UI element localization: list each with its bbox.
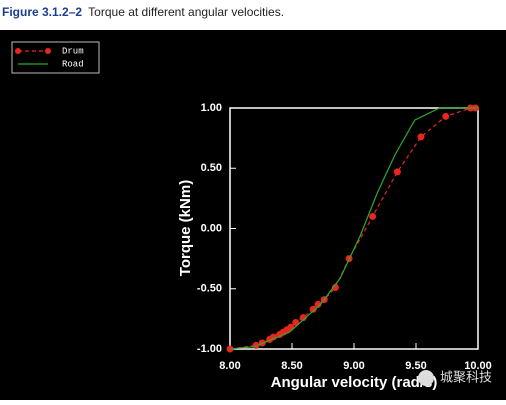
data-point — [417, 133, 425, 141]
x-tick-label: 8.00 — [219, 360, 240, 372]
caption-text: Torque at different angular velocities. — [88, 5, 284, 19]
y-tick-label: -1.00 — [197, 343, 222, 355]
legend-label: Drum — [62, 46, 84, 56]
watermark-icon — [418, 370, 434, 386]
y-axis-title: Torque (kNm) — [177, 180, 194, 276]
data-point — [369, 212, 377, 220]
legend-marker — [45, 48, 51, 54]
data-point — [442, 112, 450, 120]
y-tick-label: 1.00 — [201, 102, 222, 114]
caption: Figure 3.1.2–2 Torque at different angul… — [2, 5, 284, 19]
data-point — [309, 305, 317, 313]
data-point — [331, 284, 339, 292]
x-axis-title: Angular velocity (rad/s) — [271, 374, 438, 391]
y-tick-label: -0.50 — [197, 283, 222, 295]
x-tick-label: 9.50 — [405, 360, 426, 372]
x-tick-label: 8.50 — [281, 360, 302, 372]
data-point — [299, 314, 307, 322]
caption-label: Figure 3.1.2–2 — [2, 5, 82, 19]
y-tick-label: 0.50 — [201, 162, 222, 174]
legend-marker — [15, 48, 21, 54]
legend-label: Road — [62, 59, 84, 69]
legend-box — [11, 41, 100, 74]
x-tick-label: 10.00 — [464, 360, 492, 372]
plot-background — [0, 30, 506, 400]
data-point — [393, 168, 401, 176]
series-line — [229, 107, 478, 350]
y-tick-label: 0.00 — [201, 222, 222, 234]
watermark: 城聚科技 — [440, 369, 492, 384]
x-tick-label: 9.00 — [343, 360, 364, 372]
data-point — [314, 300, 322, 308]
